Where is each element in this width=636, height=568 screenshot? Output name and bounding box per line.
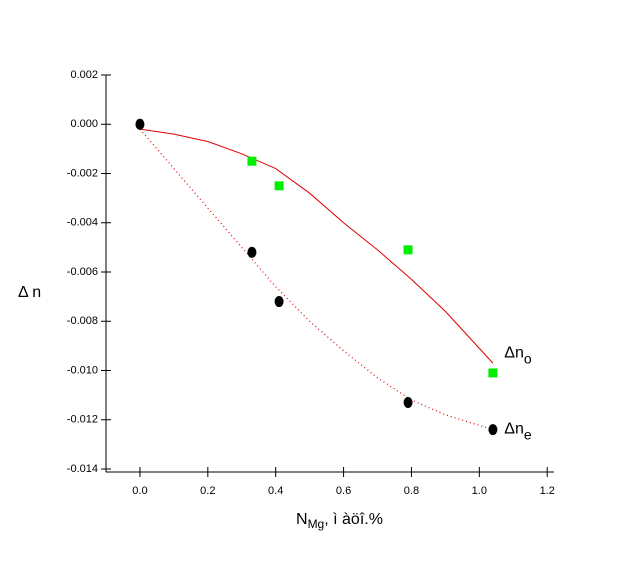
- fit-curve: [139, 128, 494, 364]
- square-point: [274, 181, 284, 191]
- annotation-text: Δn: [504, 421, 524, 438]
- circle-point: [135, 118, 145, 130]
- y-tick-label: -0.006: [67, 266, 98, 278]
- y-tick-label: 0.000: [70, 118, 98, 130]
- y-axis-label: Δ n: [18, 284, 41, 301]
- y-tick-label: -0.012: [67, 414, 98, 426]
- y-tick-label: -0.010: [67, 364, 98, 376]
- square-point: [247, 156, 257, 166]
- y-tick-label: -0.008: [67, 315, 98, 327]
- annotation: Δne: [504, 421, 532, 442]
- y-tick-label: -0.014: [67, 463, 98, 475]
- annotation-text: Δn: [504, 344, 524, 361]
- circle-point: [247, 246, 257, 258]
- annotation: Δno: [504, 344, 532, 365]
- x-tick-label: 1.0: [472, 485, 487, 497]
- y-tick-label: -0.002: [67, 167, 98, 179]
- annotation-sub: o: [524, 350, 532, 366]
- x-tick-label: 0.6: [336, 485, 351, 497]
- x-axis-label: NMg, ì àöî.%: [296, 511, 383, 531]
- x-tick-label: 0.0: [132, 485, 147, 497]
- x-tick-label: 0.4: [268, 485, 283, 497]
- circle-point: [403, 397, 413, 409]
- x-tick-label: 1.2: [540, 485, 555, 497]
- y-tick-label: -0.004: [67, 217, 98, 229]
- square-point: [403, 245, 413, 255]
- annotation-sub: e: [524, 426, 532, 442]
- x-tick-label: 0.2: [200, 485, 215, 497]
- square-point: [488, 368, 498, 378]
- x-label-main: N: [296, 511, 308, 528]
- x-label-rest: , ì àöî.%: [324, 511, 383, 528]
- y-tick-label: 0.002: [70, 69, 98, 81]
- circle-point: [488, 424, 498, 436]
- fit-curve: [139, 128, 494, 431]
- x-label-sub: Mg: [308, 517, 325, 531]
- x-tick-label: 0.8: [404, 485, 419, 497]
- circle-point: [274, 296, 284, 308]
